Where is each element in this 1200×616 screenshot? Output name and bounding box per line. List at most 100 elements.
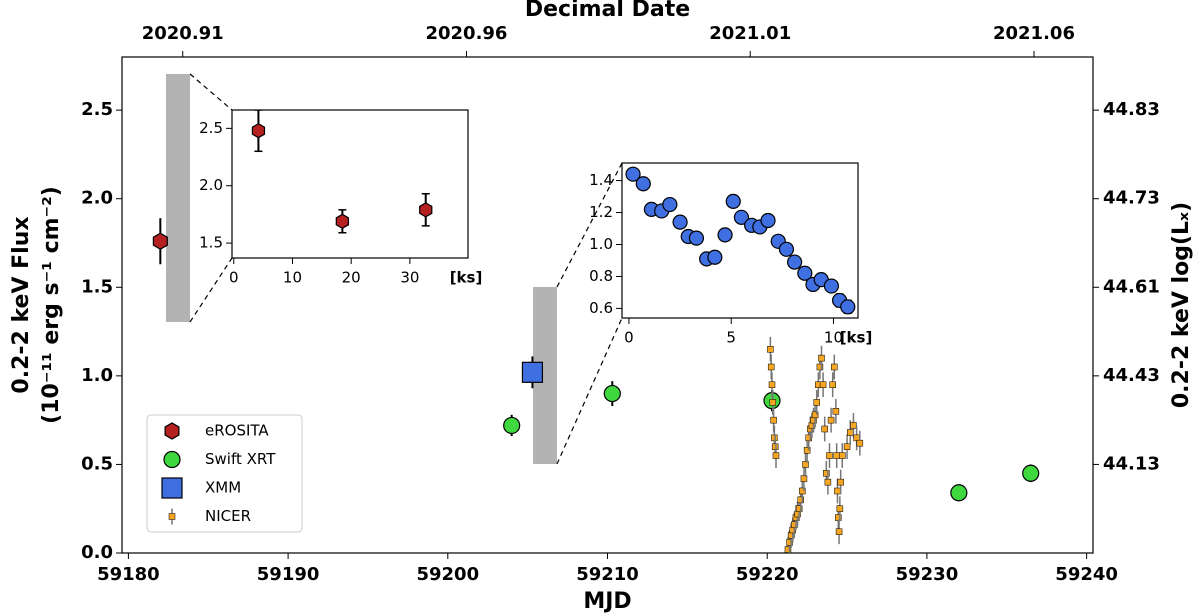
x-tick-label: 5 [726, 329, 736, 347]
y2-tick-label: 44.43 [1103, 365, 1160, 386]
y2-tick-label: 44.61 [1103, 276, 1160, 297]
data-point [816, 363, 824, 371]
y-axis-label: (10⁻¹¹ erg s⁻¹ cm⁻²) [39, 186, 64, 424]
data-point [836, 505, 844, 512]
data-point [770, 416, 777, 424]
data-point [833, 452, 840, 459]
data-point [768, 381, 776, 388]
data-point [819, 381, 827, 388]
y-tick-label: 0.0 [81, 542, 113, 563]
data-point [829, 381, 836, 388]
x-tick-label: 10 [824, 329, 843, 347]
x-tick-label: 59190 [257, 564, 320, 585]
x-axis-label: [ks] [450, 269, 483, 287]
legend-label: NICER [205, 507, 251, 525]
data-point [800, 475, 808, 482]
y-tick-label: 2.0 [81, 188, 113, 209]
y-tick-label: 1.4 [589, 171, 613, 189]
x-tick-label: 59220 [736, 564, 799, 585]
data-point [797, 265, 813, 281]
data-point [717, 227, 733, 243]
data-point [799, 487, 806, 495]
y-tick-label: 0.8 [589, 267, 613, 285]
x-tick-label: 59180 [97, 564, 160, 585]
data-point [787, 254, 803, 270]
inset-frame [231, 109, 469, 259]
data-point [771, 434, 778, 442]
data-point [725, 193, 741, 209]
data-point [771, 443, 779, 450]
data-point [733, 209, 750, 225]
data-point [843, 443, 851, 450]
data-point [795, 505, 803, 512]
y-tick-label: 1.5 [81, 276, 113, 297]
y-tick-label: 0.6 [589, 299, 613, 317]
data-point [1022, 464, 1040, 482]
data-point [835, 514, 842, 521]
x-tick-label: 0 [624, 329, 634, 347]
plot-area [152, 218, 1040, 553]
y2-tick-label: 44.13 [1103, 453, 1160, 474]
zoom-connector [189, 257, 233, 323]
y-tick-label: 2.5 [199, 119, 223, 137]
data-point [847, 429, 854, 436]
legend-label: XMM [205, 479, 241, 497]
data-point [152, 232, 168, 250]
legend-label: eROSITA [205, 422, 269, 440]
data-point [521, 361, 544, 383]
data-point [835, 528, 843, 535]
data-point [760, 212, 776, 229]
y2-tick-label: 44.73 [1103, 188, 1160, 209]
data-point [635, 176, 651, 192]
x-tick-label: 30 [400, 269, 419, 287]
data-point [688, 230, 705, 246]
data-point [767, 363, 775, 371]
data-point [603, 384, 621, 403]
plot-area [625, 166, 856, 315]
data-point [850, 422, 857, 429]
zoom-band [166, 74, 190, 322]
data-point [769, 399, 777, 406]
data-point [823, 278, 840, 294]
y-tick-label: 1.0 [81, 365, 113, 386]
data-point [251, 123, 266, 139]
legend-label: Swift XRT [205, 450, 276, 468]
y-axis-label: 0.2-2 keV Flux [9, 216, 34, 393]
data-point [840, 299, 856, 315]
data-point [834, 487, 841, 495]
data-point [823, 470, 830, 477]
x2-axis-label: Decimal Date [525, 0, 690, 22]
data-point [767, 346, 774, 353]
x-axis-label: MJD [583, 589, 631, 614]
y-tick-label: 1.5 [199, 234, 223, 252]
legend-marker [164, 422, 180, 440]
plot-area [251, 110, 433, 234]
y-tick-label: 2.0 [199, 176, 223, 194]
x-tick-label: 59230 [896, 564, 959, 585]
data-point [335, 213, 349, 229]
data-point [826, 452, 833, 459]
y2-tick-label: 44.83 [1103, 99, 1160, 120]
y-tick-label: 1.2 [589, 203, 613, 221]
legend-box [146, 414, 303, 533]
y2-axis-label: 0.2-2 keV log(Lₓ) [1169, 202, 1194, 408]
data-point [784, 546, 792, 553]
x2-tick-label: 2021.06 [993, 23, 1075, 44]
data-point [662, 196, 678, 213]
x-tick-label: 59210 [576, 564, 639, 585]
zoom-connector [189, 73, 233, 111]
x-tick-label: 20 [342, 269, 361, 287]
data-point [419, 202, 433, 218]
data-point [813, 399, 820, 406]
data-point [837, 478, 844, 486]
legend-marker [161, 477, 183, 499]
data-point [797, 496, 804, 504]
inset-frame [621, 162, 859, 319]
y-tick-label: 2.5 [81, 99, 113, 120]
data-point [832, 408, 840, 415]
x2-tick-label: 2020.96 [425, 23, 507, 44]
data-point [672, 214, 688, 230]
x-tick-label: 59200 [416, 564, 479, 585]
data-point [950, 484, 968, 502]
